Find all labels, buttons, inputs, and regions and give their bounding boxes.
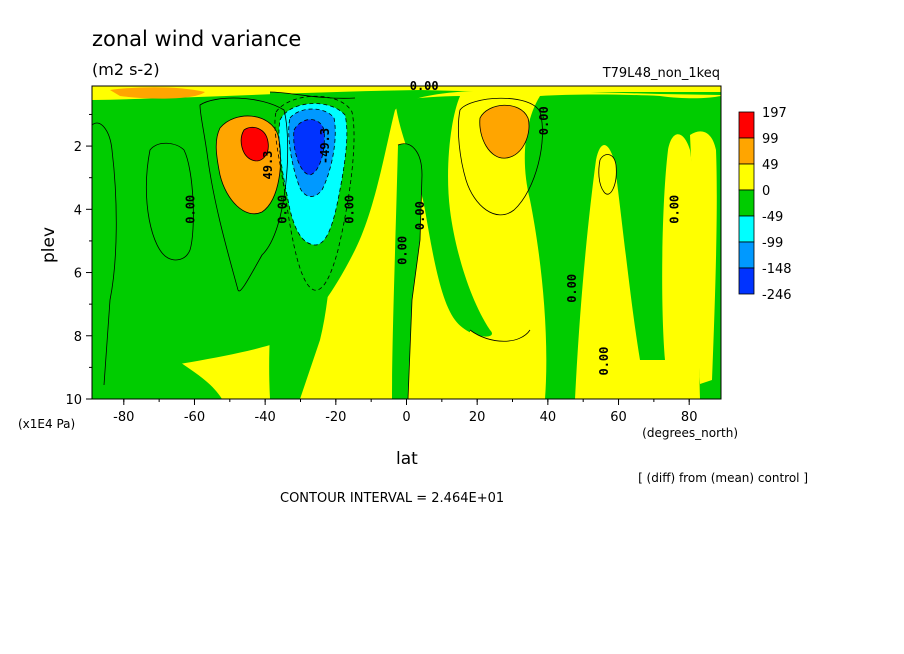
- contour-label: 0.00: [597, 347, 611, 376]
- y-tick-label: 8: [74, 330, 82, 345]
- colorbar-label: 0: [762, 184, 770, 199]
- contour-interval: CONTOUR INTERVAL = 2.464E+01: [280, 491, 504, 506]
- colorbar-label: 197: [762, 106, 787, 121]
- contour-fills: [92, 86, 721, 399]
- diff-note: [ (diff) from (mean) control ]: [638, 471, 808, 485]
- colorbar-swatch: [738, 111, 755, 139]
- colorbar-swatch: [738, 241, 755, 269]
- yellow-strip-north-edge: [690, 131, 717, 384]
- y-axis-units: (x1E4 Pa): [18, 417, 75, 431]
- x-axis-label: lat: [396, 449, 418, 469]
- y-axis-label: plev: [39, 227, 59, 263]
- colorbar-label: -148: [762, 262, 792, 277]
- contour-label: 0.00: [342, 195, 356, 224]
- yellow-strip-top: [92, 86, 721, 100]
- colorbar-label: -99: [762, 236, 783, 251]
- green-region-equator: [392, 143, 422, 399]
- contour-lines: [92, 91, 617, 399]
- contour-label: -49.3: [318, 128, 332, 164]
- colorbar-swatch: [738, 267, 755, 295]
- colorbar-swatch: [738, 189, 755, 217]
- y-tick-label: 4: [74, 203, 82, 218]
- x-tick-label: 40: [540, 410, 557, 425]
- contour-label: 49.3: [261, 151, 275, 180]
- contour-label: 0.00: [183, 195, 197, 224]
- y-tick-label: 6: [74, 267, 82, 282]
- colorbar-label: -49: [762, 210, 783, 225]
- x-tick-label: 20: [469, 410, 486, 425]
- fill-band-top-south: [110, 87, 205, 99]
- negative-contour-lines: [274, 95, 355, 291]
- y-tick-label: 10: [65, 393, 82, 408]
- contour-label: 0.00: [413, 201, 427, 230]
- contour-label: 0.00: [668, 195, 682, 224]
- colorbar-label: 49: [762, 158, 779, 173]
- yellow-island-north: [598, 154, 617, 195]
- colorbar-swatch: [738, 137, 755, 165]
- contour-label: 0.00: [565, 274, 579, 303]
- colorbar-label: 99: [762, 132, 779, 147]
- colorbar-swatch: [738, 163, 755, 191]
- y-axis: 2 4 6 8 10: [65, 113, 92, 408]
- colorbar-legend: 197 99 49 0 -49 -99 -148 -246: [738, 106, 792, 303]
- x-axis-units: (degrees_north): [642, 426, 738, 440]
- x-axis: -80 -60 -40 -20 0 20 40 60 80: [113, 399, 697, 425]
- fill-band-99-197-south: [241, 127, 269, 161]
- x-tick-label: 0: [402, 410, 410, 425]
- x-tick-label: -60: [184, 410, 205, 425]
- x-tick-label: -40: [255, 410, 276, 425]
- contour-labels: 0.000.00 0.00 0.00 0.000.000.000.000.000.00…: [183, 79, 681, 376]
- chart-units: (m2 s-2): [92, 60, 160, 79]
- colorbar-label: -246: [762, 288, 792, 303]
- run-label: T79L48_non_1keq: [602, 66, 720, 81]
- y-tick-label: 2: [74, 140, 82, 155]
- x-tick-label: -20: [325, 410, 346, 425]
- green-region-north: [524, 94, 721, 399]
- yellow-lobe-bottom: [470, 330, 545, 399]
- contour-label: 0.00: [275, 195, 289, 224]
- plot-area: 0.000.00 0.00 0.00 0.000.000.000.000.000.00…: [91, 79, 722, 400]
- x-tick-label: 60: [610, 410, 627, 425]
- contour-label: 0.00: [537, 106, 551, 135]
- colorbar-swatch: [738, 215, 755, 243]
- x-tick-label: -80: [113, 410, 134, 425]
- contour-label: 0.00: [396, 236, 410, 265]
- fill-band-49-99-north: [479, 105, 530, 159]
- x-tick-label: 80: [681, 410, 698, 425]
- fill-band-neg148-neg246: [293, 119, 325, 175]
- chart-title: zonal wind variance: [92, 27, 301, 51]
